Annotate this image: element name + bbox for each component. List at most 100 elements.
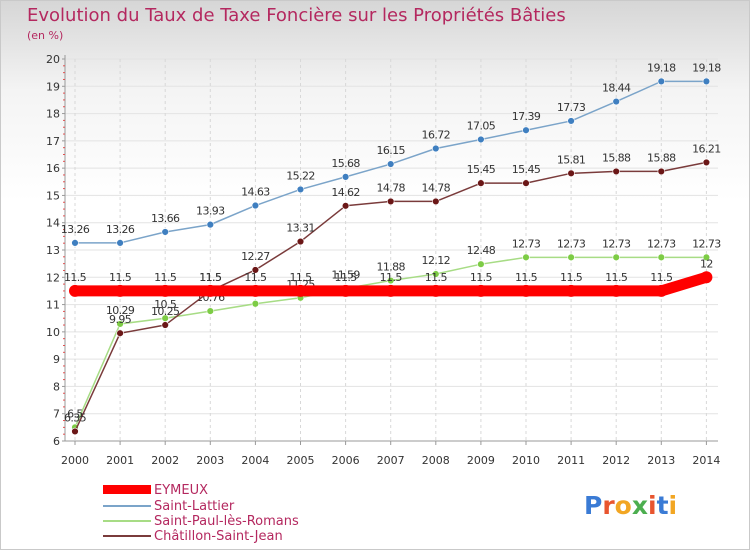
- proxiti-logo: Proxiti: [584, 491, 677, 520]
- data-point-saint-paul-les-romans: [116, 320, 124, 328]
- y-tick-label: 16: [46, 162, 60, 175]
- data-label-eymeux: 11.5: [470, 271, 493, 284]
- data-label-chatillon-saint-jean: 15.81: [557, 153, 586, 166]
- data-point-eymeux: [249, 284, 262, 297]
- y-tick-label: 14: [46, 217, 60, 230]
- data-label-saint-paul-les-romans: 10.5: [154, 298, 177, 311]
- data-point-saint-lattier: [522, 126, 530, 134]
- logo-letter: t: [656, 491, 669, 520]
- legend-swatch-eymeux: [103, 485, 151, 494]
- data-point-chatillon-saint-jean: [702, 158, 711, 167]
- data-point-saint-lattier: [296, 185, 305, 194]
- data-point-chatillon-saint-jean: [432, 197, 440, 206]
- data-label-saint-paul-les-romans: 11.59: [331, 268, 360, 281]
- x-tick-label: 2003: [196, 454, 224, 467]
- data-label-saint-lattier: 13.26: [61, 223, 90, 236]
- data-label-chatillon-saint-jean: 15.45: [467, 163, 496, 176]
- data-point-chatillon-saint-jean: [567, 169, 575, 178]
- y-tick-label: 17: [46, 135, 60, 148]
- data-point-eymeux: [565, 284, 578, 297]
- data-label-chatillon-saint-jean: 11.5: [199, 271, 222, 284]
- data-label-eymeux: 11.5: [515, 271, 538, 284]
- data-label-chatillon-saint-jean: 15.45: [512, 163, 541, 176]
- data-label-eymeux: 11.5: [605, 271, 628, 284]
- data-point-saint-lattier: [477, 135, 485, 144]
- data-point-eymeux: [655, 284, 668, 297]
- data-point-chatillon-saint-jean: [387, 197, 395, 206]
- data-label-eymeux: 11.5: [109, 271, 132, 284]
- x-tick-label: 2005: [287, 454, 315, 467]
- data-label-eymeux: 12: [700, 257, 713, 270]
- data-point-eymeux: [520, 284, 532, 297]
- data-label-chatillon-saint-jean: 10.25: [151, 305, 180, 318]
- x-tick-label: 2007: [377, 454, 405, 467]
- y-tick-label: 15: [46, 189, 60, 202]
- data-label-saint-paul-les-romans: 11.88: [376, 261, 405, 274]
- x-tick-label: 2009: [467, 454, 495, 467]
- data-label-saint-lattier: 13.66: [151, 212, 180, 225]
- data-label-saint-lattier: 13.93: [196, 205, 225, 218]
- data-label-saint-lattier: 17.05: [467, 119, 496, 132]
- y-tick-label: 8: [53, 380, 60, 393]
- data-label-eymeux: 11.5: [335, 271, 358, 284]
- data-label-chatillon-saint-jean: 16.21: [692, 142, 721, 155]
- unit-label: (en %): [27, 29, 64, 42]
- y-tick-label: 12: [46, 271, 60, 284]
- data-point-saint-paul-les-romans: [612, 253, 620, 262]
- legend-swatch-saint-paul: [103, 520, 151, 522]
- data-point-saint-paul-les-romans: [657, 253, 665, 262]
- data-label-chatillon-saint-jean: 15.88: [602, 151, 631, 164]
- data-point-eymeux: [474, 284, 487, 297]
- data-point-eymeux: [429, 284, 442, 297]
- data-point-chatillon-saint-jean: [71, 427, 79, 436]
- data-label-saint-paul-les-romans: 10.29: [106, 304, 135, 317]
- y-tick-label: 9: [53, 353, 60, 366]
- y-tick-label: 7: [53, 408, 60, 421]
- data-point-saint-paul-les-romans: [522, 253, 530, 262]
- data-label-chatillon-saint-jean: 9.95: [109, 313, 132, 326]
- logo-letter: P: [584, 491, 603, 520]
- logo-letter: o: [614, 491, 632, 520]
- legend-label-saint-lattier: Saint-Lattier: [154, 499, 235, 514]
- data-point-saint-lattier: [657, 77, 665, 86]
- data-label-eymeux: 11.5: [425, 271, 448, 284]
- data-point-saint-paul-les-romans: [432, 270, 440, 278]
- data-point-eymeux: [700, 271, 713, 284]
- data-point-saint-paul-les-romans: [567, 253, 575, 262]
- data-label-saint-paul-les-romans: 6.5: [67, 407, 83, 420]
- y-tick-label: 13: [46, 244, 60, 257]
- data-label-saint-paul-les-romans: 12.73: [602, 237, 631, 250]
- data-point-chatillon-saint-jean: [612, 167, 620, 176]
- x-tick-label: 2006: [332, 454, 360, 467]
- data-point-chatillon-saint-jean: [116, 329, 124, 337]
- data-label-saint-lattier: 17.73: [557, 101, 586, 114]
- y-tick-label: 18: [46, 108, 60, 121]
- data-point-saint-paul-les-romans: [387, 276, 395, 285]
- data-point-saint-lattier: [161, 228, 169, 236]
- legend-swatch-saint-lattier: [103, 505, 151, 507]
- data-point-saint-lattier: [251, 201, 260, 210]
- data-point-saint-lattier: [702, 77, 711, 86]
- data-label-saint-paul-les-romans: 12.12: [422, 254, 451, 267]
- data-label-saint-lattier: 19.18: [647, 61, 676, 74]
- data-point-eymeux: [610, 284, 623, 297]
- data-point-chatillon-saint-jean: [251, 266, 260, 274]
- data-label-saint-lattier: 19.18: [692, 61, 721, 74]
- y-tick-label: 6: [53, 435, 60, 448]
- data-point-saint-lattier: [116, 239, 124, 247]
- data-point-saint-paul-les-romans: [206, 307, 215, 315]
- legend-label-chatillon: Châtillon-Saint-Jean: [154, 529, 283, 544]
- x-tick-label: 2000: [61, 454, 89, 467]
- logo-letter: i: [668, 491, 678, 520]
- data-point-eymeux: [339, 284, 352, 297]
- legend-label-eymeux: EYMEUX: [154, 483, 209, 498]
- data-point-saint-lattier: [432, 144, 440, 153]
- data-label-saint-paul-les-romans: 12.73: [512, 237, 541, 250]
- data-point-chatillon-saint-jean: [477, 179, 485, 187]
- data-label-saint-lattier: 15.22: [286, 169, 315, 182]
- data-label-chatillon-saint-jean: 13.31: [286, 222, 315, 235]
- data-label-saint-lattier: 18.44: [602, 82, 631, 95]
- data-label-saint-paul-les-romans: 12.73: [557, 237, 586, 250]
